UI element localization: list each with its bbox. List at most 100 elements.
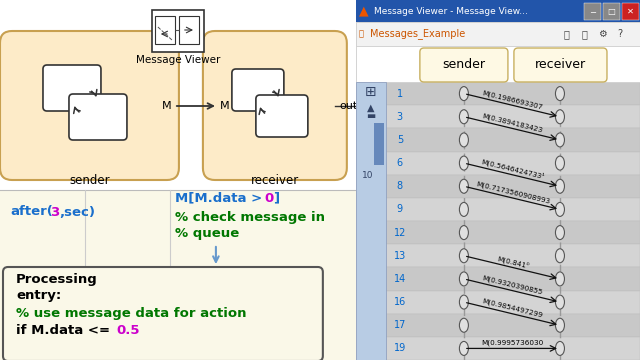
Ellipse shape — [556, 156, 564, 170]
Ellipse shape — [556, 226, 564, 240]
Text: ▲: ▲ — [359, 4, 369, 18]
Text: receiver: receiver — [534, 58, 586, 72]
Text: ▬: ▬ — [366, 111, 376, 121]
Text: out: out — [340, 101, 358, 111]
Text: ⊞: ⊞ — [365, 85, 377, 99]
Bar — [155, 16, 175, 44]
Text: M(0.5646424733¹: M(0.5646424733¹ — [480, 158, 545, 180]
Text: entry:: entry: — [16, 289, 61, 302]
Text: M(0.1986693307: M(0.1986693307 — [482, 90, 544, 111]
Text: ✕: ✕ — [627, 7, 634, 16]
Ellipse shape — [556, 341, 564, 355]
FancyBboxPatch shape — [69, 94, 127, 140]
Text: M(0.9320390855: M(0.9320390855 — [482, 275, 544, 296]
Text: sender: sender — [442, 58, 485, 72]
FancyBboxPatch shape — [203, 31, 347, 180]
Ellipse shape — [460, 133, 468, 147]
Text: ⛶: ⛶ — [563, 29, 569, 39]
Text: Processing: Processing — [16, 274, 98, 287]
Text: 0: 0 — [264, 192, 273, 204]
Ellipse shape — [460, 249, 468, 263]
Ellipse shape — [556, 249, 564, 263]
Text: 🔖: 🔖 — [359, 30, 364, 39]
Text: after(: after( — [10, 206, 53, 219]
Text: 16: 16 — [394, 297, 406, 307]
Text: ⚙: ⚙ — [598, 29, 606, 39]
Text: ,sec): ,sec) — [59, 206, 95, 219]
Text: % check message in: % check message in — [175, 211, 325, 224]
FancyBboxPatch shape — [0, 31, 179, 180]
Ellipse shape — [460, 226, 468, 240]
Text: % queue: % queue — [175, 228, 239, 240]
Text: □: □ — [607, 7, 616, 16]
Bar — [386, 105, 640, 128]
Bar — [386, 221, 640, 244]
FancyBboxPatch shape — [256, 95, 308, 137]
Text: 9: 9 — [397, 204, 403, 215]
Bar — [386, 291, 640, 314]
Ellipse shape — [460, 87, 468, 100]
Text: M[M.data >: M[M.data > — [175, 192, 267, 204]
Ellipse shape — [460, 272, 468, 286]
Bar — [386, 244, 640, 267]
Ellipse shape — [556, 202, 564, 216]
FancyBboxPatch shape — [420, 48, 508, 82]
Bar — [386, 314, 640, 337]
Bar — [179, 16, 199, 44]
Text: 19: 19 — [394, 343, 406, 354]
Bar — [386, 152, 640, 175]
Bar — [356, 82, 386, 360]
Text: M(0.3894183423: M(0.3894183423 — [482, 113, 544, 134]
Ellipse shape — [460, 156, 468, 170]
Text: if M.data <=: if M.data <= — [16, 324, 110, 337]
Text: M(0.7173560908993: M(0.7173560908993 — [475, 181, 550, 205]
Text: 14: 14 — [394, 274, 406, 284]
Text: ?: ? — [618, 29, 623, 39]
Text: M(0.9995736030: M(0.9995736030 — [481, 340, 543, 346]
Bar — [386, 128, 640, 152]
Bar — [386, 82, 640, 105]
Text: 0.5: 0.5 — [116, 324, 140, 337]
Text: ]: ] — [273, 192, 279, 204]
Text: 6: 6 — [397, 158, 403, 168]
Ellipse shape — [556, 295, 564, 309]
Text: 8: 8 — [397, 181, 403, 191]
Text: M(0.841⁰: M(0.841⁰ — [496, 254, 529, 269]
Ellipse shape — [460, 110, 468, 124]
Text: Messages_Example: Messages_Example — [370, 28, 465, 40]
Text: 1: 1 — [397, 89, 403, 99]
Ellipse shape — [460, 295, 468, 309]
Bar — [374, 123, 384, 165]
Ellipse shape — [460, 179, 468, 193]
Bar — [356, 22, 640, 46]
Ellipse shape — [460, 318, 468, 332]
Bar — [622, 3, 639, 20]
FancyBboxPatch shape — [43, 65, 101, 111]
Bar — [152, 10, 204, 52]
Ellipse shape — [556, 110, 564, 124]
Bar — [356, 0, 640, 22]
FancyBboxPatch shape — [232, 69, 284, 111]
Text: sender: sender — [69, 174, 110, 187]
Ellipse shape — [460, 202, 468, 216]
Text: ▲: ▲ — [367, 103, 374, 113]
Bar — [0, 190, 356, 360]
Bar — [356, 46, 640, 82]
Text: receiver: receiver — [251, 174, 299, 187]
Bar — [386, 198, 640, 221]
Text: M: M — [163, 101, 172, 111]
Bar — [386, 267, 640, 291]
Text: ⛶: ⛶ — [581, 29, 587, 39]
Ellipse shape — [460, 341, 468, 355]
Text: 12: 12 — [394, 228, 406, 238]
Text: ─: ─ — [590, 7, 595, 16]
Ellipse shape — [556, 318, 564, 332]
Text: % use message data for action: % use message data for action — [16, 306, 246, 320]
Text: 3: 3 — [50, 206, 60, 219]
Text: M(0.9854497299: M(0.9854497299 — [482, 298, 544, 319]
Bar — [603, 3, 620, 20]
Text: 5: 5 — [397, 135, 403, 145]
Text: Message Viewer: Message Viewer — [136, 55, 220, 65]
Text: 10: 10 — [362, 171, 374, 180]
Text: 3: 3 — [397, 112, 403, 122]
